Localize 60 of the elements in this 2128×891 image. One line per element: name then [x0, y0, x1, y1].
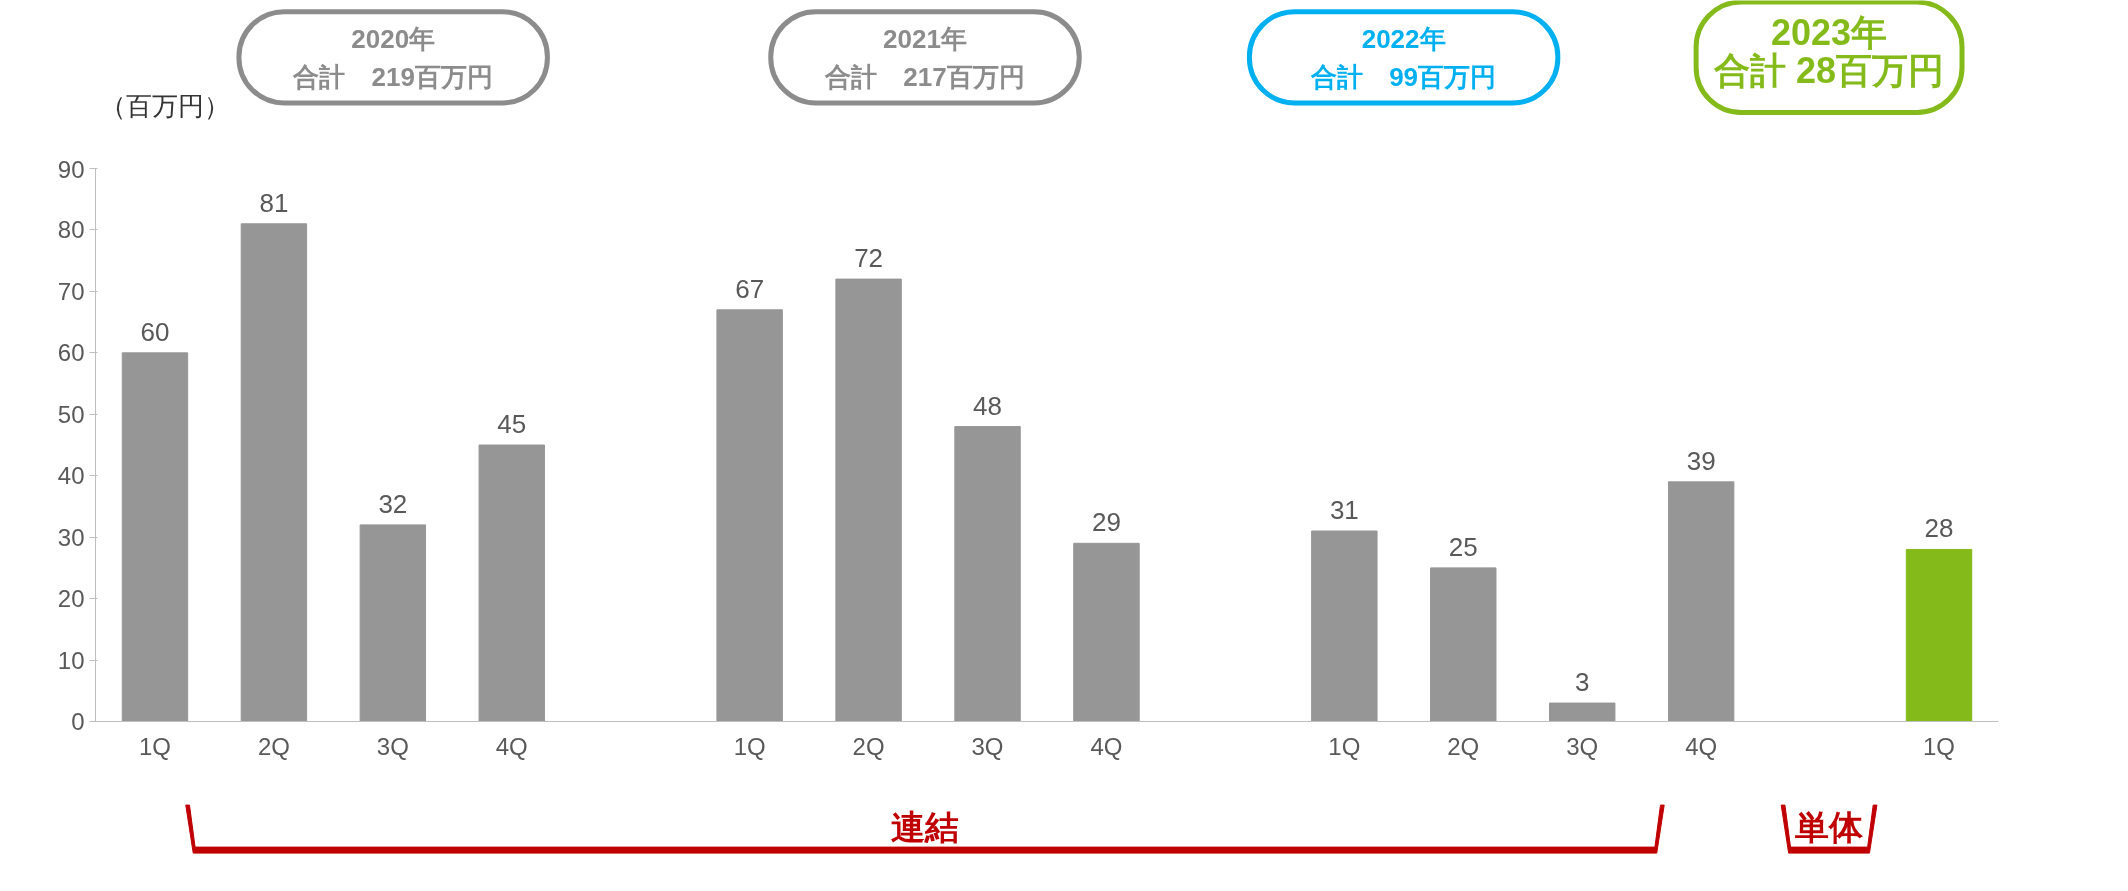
x-tick-label: 2Q — [257, 732, 290, 760]
bar — [954, 426, 1021, 722]
data-label: 32 — [378, 488, 408, 519]
data-label: 39 — [1686, 445, 1716, 476]
y-tick-label: 10 — [57, 646, 85, 674]
x-tick-label: 4Q — [1090, 732, 1123, 760]
y-tick-label: 30 — [57, 523, 85, 551]
text: 単体 — [1795, 807, 1865, 846]
x-tick-label: 3Q — [376, 732, 409, 760]
y-tick-label: 50 — [57, 400, 85, 428]
y-tick-label: 90 — [57, 155, 85, 183]
data-label: 72 — [854, 243, 884, 274]
data-label: 67 — [735, 273, 765, 304]
data-label: 28 — [1924, 513, 1954, 544]
bar — [359, 524, 427, 722]
bar — [121, 352, 189, 722]
text: 2022年 — [1361, 23, 1446, 54]
x-tick-label: 1Q — [1923, 732, 1956, 760]
x-tick-label: 2Q — [852, 732, 885, 760]
bar — [478, 444, 545, 722]
y-tick-label: 40 — [57, 462, 85, 490]
bar — [240, 223, 308, 722]
bar — [1430, 567, 1497, 722]
x-tick-label: 1Q — [1328, 732, 1361, 760]
y-tick-label: 60 — [57, 339, 85, 367]
data-label: 81 — [259, 187, 289, 218]
text: 連結 — [890, 807, 959, 846]
bar — [1905, 548, 1973, 722]
x-tick-label: 4Q — [495, 732, 528, 760]
text: 合計 219百万円 — [292, 62, 493, 93]
bar — [1667, 481, 1735, 722]
bar — [1311, 530, 1378, 722]
data-label: 3 — [1574, 667, 1590, 698]
text: 2023年 — [1771, 12, 1888, 53]
y-tick-label: 20 — [57, 585, 85, 613]
x-tick-label: 1Q — [733, 732, 766, 760]
text: 合計 28百万円 — [1713, 50, 1945, 92]
bar — [835, 278, 902, 722]
bar — [716, 309, 783, 722]
data-label: 60 — [140, 316, 170, 347]
x-tick-label: 4Q — [1685, 732, 1718, 760]
y-tick-label: 70 — [57, 277, 85, 305]
data-label: 48 — [973, 390, 1002, 421]
text: 2020年 — [351, 23, 436, 54]
bar — [1073, 542, 1140, 722]
data-label: 45 — [497, 409, 527, 439]
y-tick-label: 0 — [71, 708, 85, 735]
text: 合計 99百万円 — [1310, 62, 1497, 93]
y-axis-title: （百万円） — [99, 90, 230, 121]
data-label: 31 — [1329, 495, 1359, 526]
x-tick-label: 2Q — [1447, 732, 1480, 760]
x-tick-label: 1Q — [138, 732, 171, 760]
text: 2021年 — [883, 23, 967, 54]
x-tick-label: 3Q — [971, 732, 1004, 760]
x-tick-label: 3Q — [1566, 732, 1599, 760]
bar — [1549, 702, 1616, 722]
y-tick-label: 80 — [57, 216, 85, 244]
data-label: 29 — [1092, 507, 1121, 538]
text: 合計 217百万円 — [824, 62, 1025, 93]
data-label: 25 — [1448, 531, 1478, 562]
